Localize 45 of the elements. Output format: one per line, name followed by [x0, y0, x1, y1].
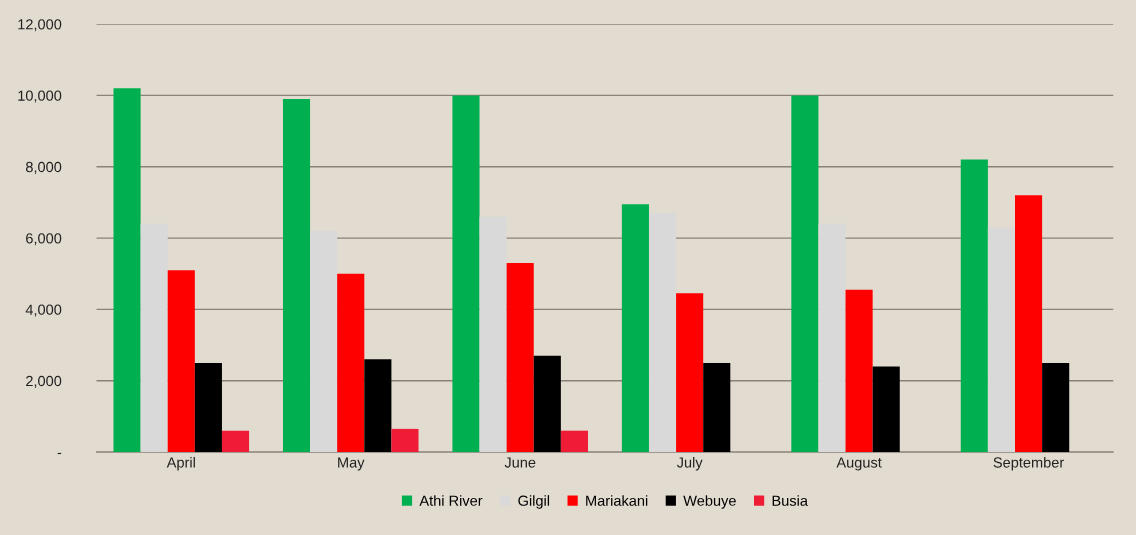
bar [337, 273, 365, 453]
bar [479, 216, 507, 453]
y-tick-label: 6,000 [26, 233, 62, 246]
bar [987, 227, 1015, 453]
legend-label: Mariakani [586, 495, 648, 506]
y-tick-label: 2,000 [26, 375, 62, 388]
bar [872, 366, 900, 453]
bar [1042, 362, 1070, 453]
legend-label: Gilgil [518, 495, 550, 509]
bar [960, 159, 988, 453]
bar [648, 213, 677, 453]
bar [140, 223, 168, 453]
bar [533, 355, 561, 453]
x-tick-label: August [836, 457, 882, 471]
bar [1015, 195, 1043, 453]
x-tick-label: April [166, 456, 195, 471]
bar [845, 289, 873, 453]
legend-label: Busia [772, 495, 808, 506]
bar [194, 362, 222, 453]
y-tick-label: 4,000 [25, 304, 62, 317]
y-tick-label: 8,000 [25, 161, 62, 174]
bar [167, 270, 195, 453]
legend-label: Athi River [419, 495, 483, 506]
bar [676, 293, 704, 453]
bar [310, 230, 338, 453]
bar [818, 223, 846, 453]
legend-label: Webuye [683, 495, 736, 509]
x-tick-label: June [504, 457, 536, 468]
bar [391, 428, 419, 453]
x-tick-label: September [993, 456, 1064, 471]
bar [452, 95, 480, 453]
y-tick-label: 10,000 [18, 90, 62, 103]
y-tick-label: 12,000 [18, 19, 62, 32]
bar [703, 362, 731, 453]
y-tick-label: - [57, 452, 62, 455]
bar [560, 430, 588, 453]
bar [221, 430, 250, 453]
bar [506, 263, 534, 453]
bar [364, 359, 392, 453]
bar [282, 98, 311, 453]
x-tick-label: July [676, 456, 703, 471]
bar [113, 88, 141, 453]
x-tick-label: May [338, 457, 365, 471]
bar [621, 204, 649, 453]
bar [791, 95, 819, 453]
